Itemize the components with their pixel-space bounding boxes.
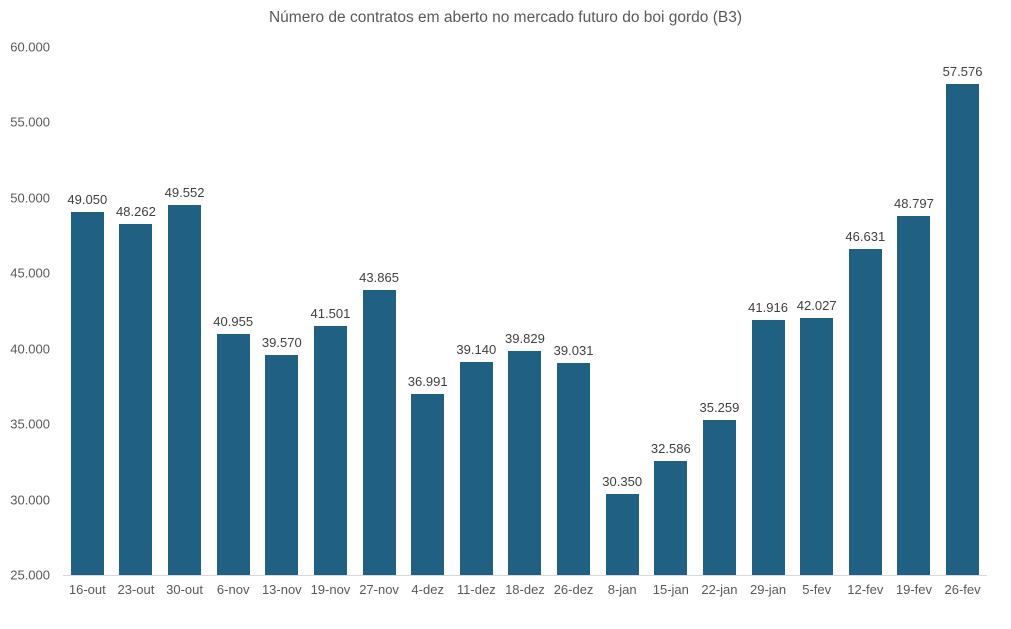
x-axis-label: 23-out <box>117 582 155 597</box>
bar-value-label: 49.050 <box>67 192 108 208</box>
bar-group: 46.631 <box>841 47 890 575</box>
bar <box>654 460 688 575</box>
y-tick-label: 40.000 <box>10 341 50 357</box>
x-axis-label: 4-dez <box>411 582 444 597</box>
y-tick-label: 60.000 <box>10 39 50 55</box>
bar-value-label: 40.955 <box>213 314 254 330</box>
bar-value-label: 48.797 <box>894 196 934 212</box>
bar <box>411 394 445 575</box>
bar-group: 36.991 <box>403 47 452 575</box>
bar <box>848 248 882 575</box>
y-tick-label: 30.000 <box>10 492 50 508</box>
x-axis-label: 26-dez <box>553 582 594 597</box>
x-axis-label: 27-nov <box>359 582 399 597</box>
bar-value-label: 39.829 <box>505 331 545 347</box>
bar-value-label: 41.501 <box>310 306 351 322</box>
x-axis-label: 19-fev <box>895 582 932 597</box>
bar <box>119 224 153 575</box>
bar <box>168 204 202 575</box>
bar <box>459 361 493 575</box>
y-tick-label: 45.000 <box>10 265 50 281</box>
bar-value-label: 43.865 <box>359 270 399 286</box>
bar-group: 42.027 <box>792 47 841 575</box>
bar-group: 39.570 <box>258 47 307 575</box>
x-axis-label: 18-dez <box>505 582 545 597</box>
bar-group: 48.262 <box>112 47 161 575</box>
bar <box>70 212 104 575</box>
bar <box>605 494 639 575</box>
bar-value-label: 30.350 <box>602 474 643 490</box>
bar-value-label: 46.631 <box>845 228 886 244</box>
bar-value-label: 48.262 <box>116 204 156 220</box>
bar-group: 49.552 <box>160 47 209 575</box>
bar-value-label: 39.031 <box>553 343 594 359</box>
bar-group: 49.050 <box>63 47 112 575</box>
bar <box>362 290 396 575</box>
bar-value-label: 57.576 <box>942 63 983 79</box>
bar-value-label: 36.991 <box>407 374 448 390</box>
bar <box>800 318 834 575</box>
y-tick-label: 25.000 <box>10 567 50 583</box>
x-axis-label: 16-out <box>68 582 106 597</box>
x-axis-label: 6-nov <box>216 582 250 597</box>
bar-value-label: 32.586 <box>650 440 691 456</box>
x-axis-label: 26-fev <box>944 582 981 597</box>
bar-group: 32.586 <box>647 47 696 575</box>
x-axis-label: 22-jan <box>701 582 738 597</box>
bar-value-label: 41.916 <box>748 299 788 315</box>
x-axis-label: 8-jan <box>607 582 637 597</box>
x-axis-label: 29-jan <box>749 582 787 597</box>
bar <box>946 83 980 575</box>
x-axis-label: 5-fev <box>802 582 832 597</box>
x-axis-label: 15-jan <box>652 582 689 597</box>
x-axis-label: 19-nov <box>310 582 351 597</box>
bar-value-label: 42.027 <box>796 298 837 314</box>
bar-group: 41.501 <box>306 47 355 575</box>
bar-value-label: 39.140 <box>456 341 497 357</box>
chart-title: Número de contratos em aberto no mercado… <box>268 9 742 26</box>
plot-area: 49.050 48.262 49.552 40.955 39.570 41.501 43.8… <box>63 47 987 576</box>
y-axis: 25.000 30.000 35.000 40.000 45.000 50.000 55.0… <box>0 40 50 583</box>
bar <box>313 326 347 575</box>
bar-group: 39.140 <box>452 47 501 575</box>
x-axis-label: 30-out <box>166 582 203 597</box>
bar-group: 48.797 <box>890 47 939 575</box>
y-tick-label: 35.000 <box>10 416 50 432</box>
bar-group: 43.865 <box>355 47 404 575</box>
bar-group: 39.829 <box>501 47 550 575</box>
x-axis-label: 12-fev <box>847 582 884 597</box>
bar <box>557 363 591 575</box>
bar-group: 57.576 <box>938 47 987 575</box>
bar-value-label: 39.570 <box>261 335 302 351</box>
x-axis-label: 13-nov <box>261 582 302 597</box>
bar-group: 39.031 <box>549 47 598 575</box>
y-tick-label: 55.000 <box>10 114 50 130</box>
bar <box>216 334 250 575</box>
bar-value-label: 49.552 <box>164 184 205 200</box>
bar-group: 35.259 <box>695 47 744 575</box>
bar <box>751 319 785 575</box>
bar <box>265 355 299 575</box>
bar <box>897 216 931 575</box>
y-tick-label: 50.000 <box>10 190 50 206</box>
bar <box>508 351 542 575</box>
x-axis-label: 11-dez <box>456 582 496 597</box>
bar-value-label: 35.259 <box>699 400 740 416</box>
bar-group: 40.955 <box>209 47 258 575</box>
x-axis: 16-out 23-out 30-out 6-nov 13-nov 19-nov 27-no… <box>63 582 987 597</box>
bar-group: 41.916 <box>744 47 793 575</box>
bar-group: 30.350 <box>598 47 647 575</box>
bar <box>702 420 736 575</box>
